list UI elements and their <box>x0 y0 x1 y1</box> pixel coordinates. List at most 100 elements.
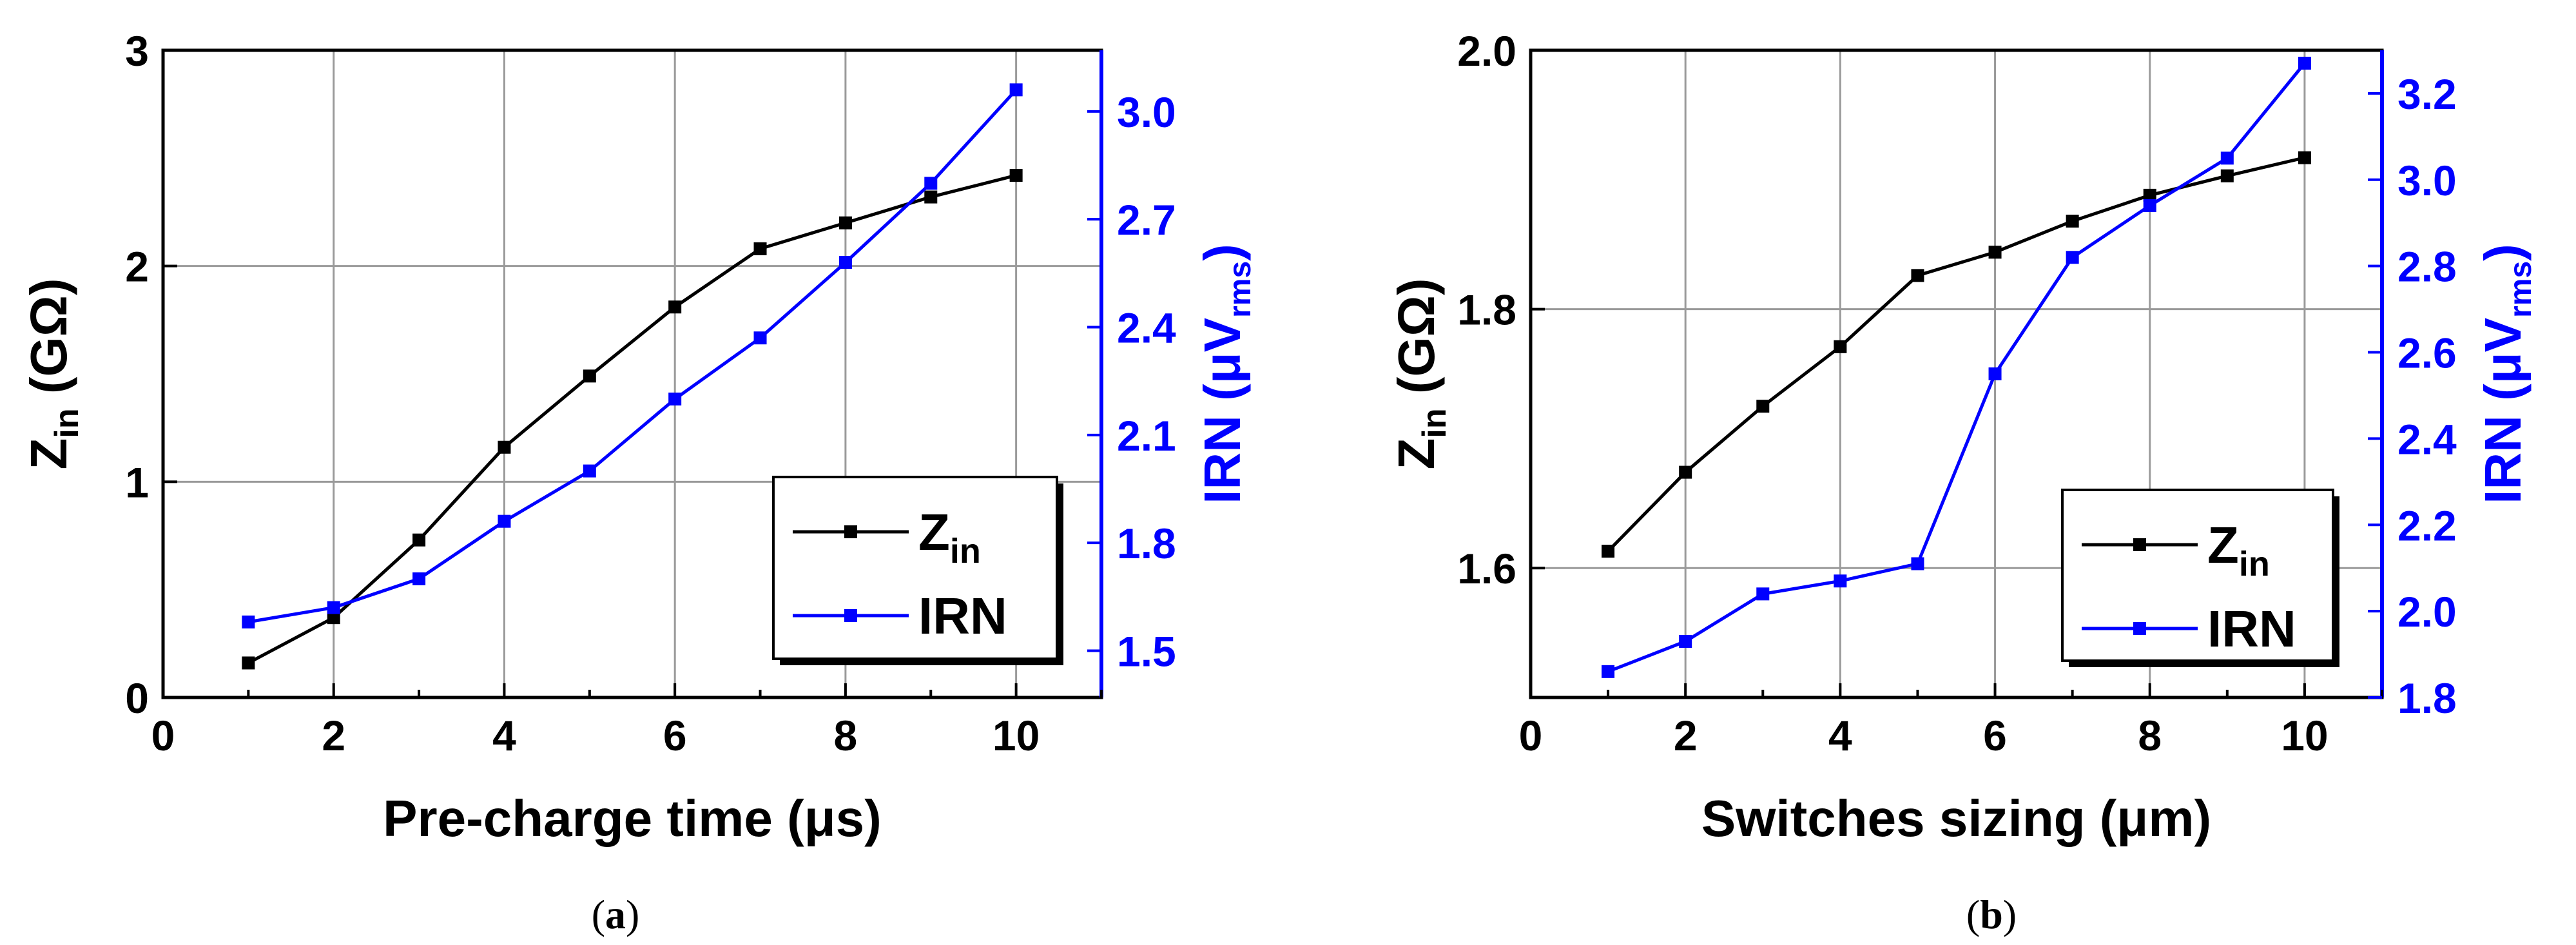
data-point-zin <box>924 190 938 204</box>
x-tick-label: 8 <box>2138 712 2162 759</box>
data-point-irn <box>1679 634 1692 648</box>
data-point-irn <box>838 256 852 269</box>
data-point-zin <box>2220 169 2234 182</box>
legend-box <box>2061 489 2334 662</box>
data-point-zin <box>583 369 596 383</box>
data-point-irn <box>2066 251 2079 264</box>
y-tick-label: 1.8 <box>1457 286 1516 334</box>
y-axis-label: Zin (GΩ) <box>1388 278 1453 470</box>
data-point-irn <box>2220 151 2234 165</box>
legend-marker <box>844 609 857 622</box>
data-point-irn <box>412 572 426 585</box>
y2-tick-label: 2.4 <box>2397 415 2457 463</box>
y-tick-label: 0 <box>125 674 149 722</box>
y-tick-label: 2.0 <box>1457 27 1516 75</box>
y2-tick-label: 2.1 <box>1117 412 1176 460</box>
legend-marker <box>844 525 857 538</box>
data-point-zin <box>1988 246 2002 259</box>
data-point-zin <box>2066 215 2079 228</box>
x-tick-label: 8 <box>834 712 858 759</box>
x-tick-label: 10 <box>2281 712 2328 759</box>
data-point-zin <box>327 611 340 625</box>
data-point-irn <box>498 514 511 528</box>
y-axis-label: Zin (GΩ) <box>20 278 86 470</box>
y-tick-label: 1.6 <box>1457 545 1516 592</box>
x-axis-label: Pre-charge time (μs) <box>383 790 882 847</box>
data-point-zin <box>412 533 426 547</box>
data-point-irn <box>2298 57 2311 70</box>
data-point-irn <box>1009 83 1023 97</box>
legend: Zin IRN <box>2061 489 2339 667</box>
data-point-irn <box>1988 367 2002 380</box>
data-point-irn <box>242 615 255 628</box>
y2-tick-label: 3.0 <box>2397 157 2457 204</box>
data-point-zin <box>2298 151 2311 164</box>
data-point-irn <box>1834 574 1847 588</box>
y-tick-label: 2 <box>125 243 149 291</box>
legend-label: Zin <box>918 503 981 570</box>
data-point-zin <box>1756 400 1770 413</box>
y2-tick-label: 2.0 <box>2397 588 2457 636</box>
legend-marker <box>2133 622 2146 635</box>
x-tick-label: 10 <box>993 712 1040 759</box>
x-tick-label: 6 <box>1983 712 2007 759</box>
y-tick-label: 1 <box>125 458 149 506</box>
series-line-irn <box>1607 62 2306 674</box>
data-point-zin <box>1602 545 1615 558</box>
data-point-irn <box>583 464 596 478</box>
y2-tick-label: 3.2 <box>2397 70 2457 118</box>
y2-tick-label: 3.0 <box>1117 88 1176 136</box>
data-point-irn <box>1756 587 1770 601</box>
data-point-zin <box>1009 169 1023 182</box>
chart-panel-a: 0 2 4 6 8 10 0 1 2 3 1.5 1.8 2.1 2.4 2.7 3.0 Pre-charge … <box>20 27 1257 937</box>
data-point-irn <box>668 393 682 406</box>
y2-axis-label: IRN (μVrms) <box>2474 244 2538 504</box>
panel-caption: (b) <box>1966 891 2017 937</box>
legend-label: IRN <box>2207 600 2296 658</box>
y2-tick-label: 1.5 <box>1117 627 1176 675</box>
legend-marker <box>2133 538 2146 551</box>
y2-tick-label: 1.8 <box>1117 520 1176 567</box>
legend-label: IRN <box>918 587 1007 645</box>
x-tick-label: 4 <box>492 712 516 759</box>
data-point-zin <box>838 216 852 229</box>
data-point-irn <box>924 177 938 190</box>
data-point-zin <box>498 440 511 454</box>
data-point-zin <box>1911 269 1924 282</box>
data-point-irn <box>1602 665 1615 678</box>
x-tick-label: 6 <box>663 712 687 759</box>
y2-tick-label: 2.8 <box>2397 243 2457 291</box>
data-point-irn <box>327 601 340 614</box>
chart-panel-b: 0 2 4 6 8 10 1.6 1.8 2.0 1.8 2.0 2.2 2.4 2.6 2.8 3.0 3.2… <box>1388 27 2538 937</box>
legend: Zin IRN <box>772 476 1063 665</box>
data-point-irn <box>1911 557 1924 570</box>
data-point-zin <box>1679 465 1692 479</box>
x-axis-label: Switches sizing (μm) <box>1701 790 2211 847</box>
series-line-zin <box>247 173 1017 665</box>
legend-label: Zin <box>2207 516 2270 583</box>
data-point-irn <box>753 331 767 345</box>
legend-box <box>772 476 1058 660</box>
series-line-irn <box>247 88 1018 624</box>
y-tick-label: 3 <box>125 27 149 75</box>
x-tick-label: 0 <box>1519 712 1543 759</box>
y2-tick-label: 2.7 <box>1117 196 1176 244</box>
data-point-zin <box>668 300 682 314</box>
x-tick-label: 2 <box>322 712 345 759</box>
series-line-zin <box>1607 156 2305 552</box>
data-point-zin <box>753 242 767 255</box>
y2-tick-label: 2.2 <box>2397 502 2457 549</box>
y2-tick-label: 2.4 <box>1117 304 1176 351</box>
y2-tick-label: 1.8 <box>2397 674 2457 722</box>
x-tick-label: 4 <box>1828 712 1852 759</box>
x-tick-label: 0 <box>151 712 175 759</box>
panel-caption: (a) <box>592 891 640 937</box>
data-point-zin <box>2143 188 2156 202</box>
y2-tick-label: 2.6 <box>2397 329 2457 377</box>
data-point-zin <box>1834 340 1847 353</box>
data-point-zin <box>242 656 255 670</box>
x-tick-label: 2 <box>1674 712 1698 759</box>
y2-axis-label: IRN (μVrms) <box>1194 244 1257 504</box>
data-point-irn <box>2143 199 2156 212</box>
